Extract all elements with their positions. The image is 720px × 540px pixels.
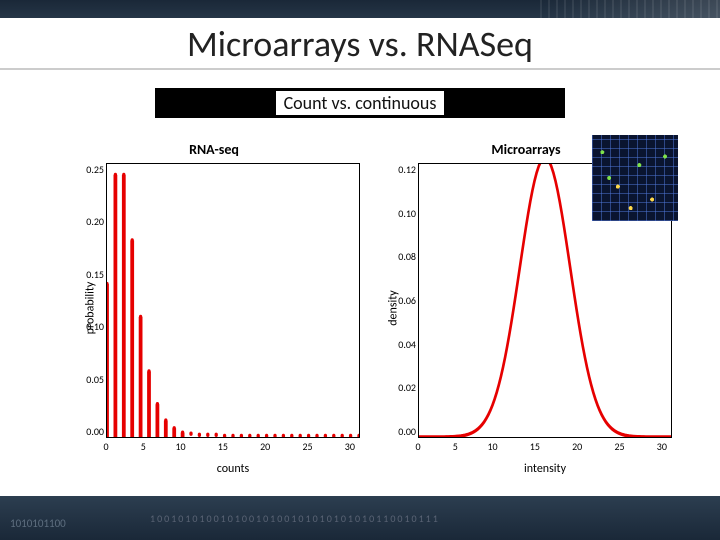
rnaseq-xticks: 051015202530 [106, 440, 360, 454]
rnaseq-yticks: 0.250.200.150.100.050.00 [80, 163, 104, 438]
microarray-yticks: 0.120.100.080.060.040.020.00 [392, 163, 416, 438]
subtitle-box: Count vs. continuous [155, 88, 565, 118]
rnaseq-xlabel: counts [106, 462, 360, 476]
footer-bar: 1010101100 [0, 496, 720, 540]
slide-title: Microarrays vs. RNASeq [0, 18, 720, 68]
rnaseq-title: RNA-seq [60, 141, 368, 158]
slide: Microarrays vs. RNASeq Count vs. continu… [0, 0, 720, 540]
chart-row: RNA-seq probability 0.250.200.150.100.05… [60, 135, 680, 480]
title-underline [0, 68, 720, 70]
footer-binary: 1010101100 [10, 517, 66, 530]
rnaseq-svg [107, 164, 359, 437]
microarray-xticks: 051015202530 [418, 440, 672, 454]
subtitle-text: Count vs. continuous [276, 91, 445, 115]
microarray-thumbnail [592, 135, 678, 221]
microarray-xlabel: intensity [418, 462, 672, 476]
rnaseq-plot [106, 163, 360, 438]
rnaseq-panel: RNA-seq probability 0.250.200.150.100.05… [60, 135, 368, 480]
